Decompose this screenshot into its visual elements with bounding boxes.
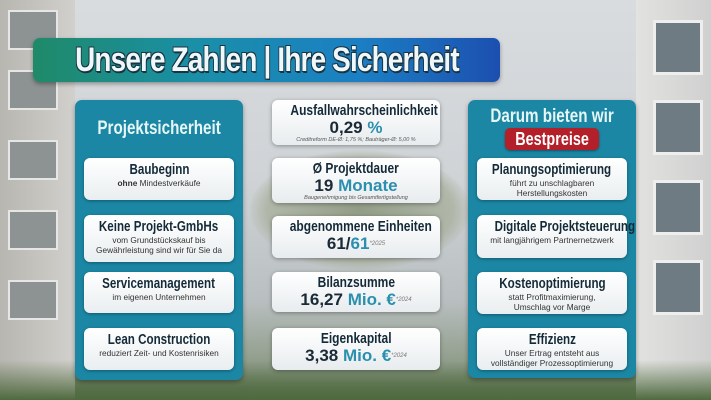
right-panel-title: Darum bieten wir bbox=[490, 106, 614, 127]
list-item: Lean Construction reduziert Zeit- und Ko… bbox=[84, 328, 234, 370]
list-item: Digitale Projektsteuerung mit langjährig… bbox=[477, 215, 635, 258]
stat-card: abgenommene Einheiten 61/61*2025 bbox=[272, 216, 440, 258]
right-panel: Darum bieten wir Bestpreise Planungsopti… bbox=[468, 100, 636, 378]
background-building-right bbox=[636, 0, 711, 400]
list-item: Planungsoptimierung führt zu unschlagbar… bbox=[477, 158, 627, 200]
bestpreise-badge: Bestpreise bbox=[505, 128, 599, 150]
page-title: Unsere Zahlen | Ihre Sicherheit bbox=[74, 40, 460, 79]
stat-card: Ausfallwahrscheinlichkeit 0,29 % Creditr… bbox=[272, 100, 440, 145]
list-item: Baubeginn ohne Mindestverkäufe bbox=[84, 158, 234, 200]
list-item: Servicemanagement im eigenen Unternehmen bbox=[84, 272, 234, 313]
list-item: Effizienz Unser Ertrag entsteht aus voll… bbox=[477, 328, 627, 370]
list-item: Keine Projekt-GmbHs vom Grundstückskauf … bbox=[84, 215, 234, 262]
left-panel-title: Projektsicherheit bbox=[97, 118, 221, 139]
list-item: Kostenoptimierung statt Profitmaximierun… bbox=[477, 272, 627, 314]
left-panel: Projektsicherheit Baubeginn ohne Mindest… bbox=[75, 100, 243, 380]
title-banner: Unsere Zahlen | Ihre Sicherheit bbox=[33, 38, 500, 82]
stat-card: Ø Projektdauer 19 Monate Baugenehmigung … bbox=[272, 158, 440, 203]
stat-card: Bilanzsumme 16,27 Mio. €*2024 bbox=[272, 272, 440, 312]
stat-card: Eigenkapital 3,38 Mio. €*2024 bbox=[272, 328, 440, 370]
